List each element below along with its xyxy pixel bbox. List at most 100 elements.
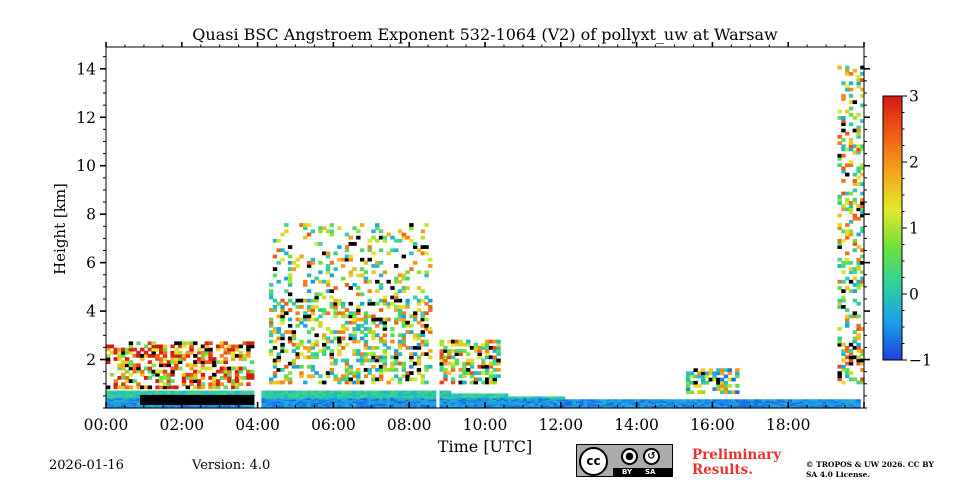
heatmap-cell bbox=[845, 399, 850, 402]
heatmap-cell bbox=[303, 397, 308, 400]
heatmap-cell bbox=[757, 399, 763, 402]
heatmap-cell bbox=[697, 405, 702, 408]
heatmap-cell bbox=[852, 403, 858, 406]
heatmap-cell bbox=[450, 380, 456, 385]
heatmap-cell bbox=[386, 345, 391, 350]
heatmap-cell bbox=[719, 380, 725, 385]
heatmap-cell bbox=[268, 394, 274, 397]
heatmap-cell bbox=[382, 397, 388, 400]
heatmap-cell bbox=[151, 393, 156, 396]
heatmap-cell bbox=[363, 270, 369, 275]
heatmap-cell bbox=[454, 393, 460, 396]
heatmap-cell bbox=[454, 403, 460, 406]
heatmap-cell bbox=[420, 402, 425, 405]
heatmap-cell bbox=[405, 276, 410, 281]
heatmap-cell bbox=[121, 397, 126, 400]
heatmap-cell bbox=[121, 393, 126, 396]
heatmap-cell bbox=[515, 403, 520, 406]
heatmap-cell bbox=[685, 403, 691, 406]
heatmap-cell bbox=[488, 396, 494, 399]
heatmap-cell bbox=[579, 405, 585, 408]
heatmap-cell bbox=[409, 397, 414, 400]
heatmap-cell bbox=[560, 396, 566, 399]
heatmap-cell bbox=[147, 366, 153, 371]
heatmap-cell bbox=[409, 394, 414, 397]
heatmap-cell bbox=[837, 238, 842, 243]
heatmap-cell bbox=[208, 357, 213, 361]
heatmap-cell bbox=[337, 403, 342, 406]
heatmap-cell bbox=[719, 390, 725, 395]
heatmap-cell bbox=[397, 392, 403, 395]
heatmap-cell bbox=[416, 270, 422, 275]
heatmap-cell bbox=[394, 298, 399, 303]
heatmap-cell bbox=[405, 390, 410, 393]
heatmap-cell bbox=[469, 403, 475, 406]
heatmap-cell bbox=[215, 390, 221, 393]
heatmap-cell bbox=[272, 308, 278, 312]
heatmap-cell bbox=[860, 119, 865, 123]
heatmap-cell bbox=[352, 405, 357, 408]
heatmap-cell bbox=[405, 345, 410, 350]
heatmap-cell bbox=[723, 403, 729, 406]
heatmap-cell bbox=[208, 394, 213, 399]
heatmap-cell bbox=[337, 390, 342, 393]
heatmap-cell bbox=[636, 399, 641, 402]
heatmap-cell bbox=[549, 397, 554, 400]
heatmap-cell bbox=[185, 401, 190, 405]
heatmap-cell bbox=[496, 402, 501, 405]
heatmap-cell bbox=[322, 342, 327, 347]
heatmap-cell bbox=[367, 394, 372, 397]
heatmap-cell bbox=[333, 286, 338, 290]
heatmap-cell bbox=[340, 305, 346, 309]
heatmap-cell bbox=[492, 393, 497, 396]
heatmap-cell bbox=[136, 405, 141, 408]
heatmap-cell bbox=[845, 320, 850, 325]
heatmap-cell bbox=[731, 402, 736, 405]
heatmap-cell bbox=[693, 384, 698, 388]
heatmap-cell bbox=[246, 353, 251, 358]
heatmap-cell bbox=[185, 350, 190, 355]
heatmap-cell bbox=[215, 347, 221, 352]
heatmap-cell bbox=[352, 403, 357, 406]
heatmap-cell bbox=[272, 238, 278, 243]
heatmap-cell bbox=[106, 399, 111, 402]
heatmap-cell bbox=[318, 323, 323, 328]
preliminary-results-note: Preliminary Results. bbox=[692, 447, 782, 478]
heatmap-cell bbox=[128, 347, 134, 352]
heatmap-cell bbox=[852, 402, 858, 405]
heatmap-cell bbox=[356, 400, 361, 403]
heatmap-cell bbox=[655, 403, 660, 406]
heatmap-cell bbox=[159, 363, 164, 368]
heatmap-cell bbox=[598, 403, 604, 406]
heatmap-cell bbox=[405, 400, 410, 403]
heatmap-cell bbox=[719, 384, 725, 388]
heatmap-cell bbox=[356, 305, 361, 309]
heatmap-cell bbox=[291, 333, 297, 338]
heatmap-cell bbox=[227, 405, 232, 408]
heatmap-cell bbox=[231, 379, 236, 383]
heatmap-cell bbox=[848, 402, 854, 405]
heatmap-cell bbox=[394, 390, 399, 393]
heatmap-cell bbox=[841, 270, 846, 275]
heatmap-cell bbox=[109, 394, 115, 397]
heatmap-cell bbox=[545, 396, 551, 399]
heatmap-cell bbox=[845, 400, 850, 403]
heatmap-cell bbox=[356, 323, 361, 328]
heatmap-cell bbox=[306, 298, 312, 303]
heatmap-cell bbox=[189, 366, 194, 371]
heatmap-cell bbox=[306, 339, 312, 344]
heatmap-cell bbox=[852, 68, 858, 73]
heatmap-cell bbox=[424, 311, 429, 316]
heatmap-cell bbox=[382, 393, 388, 396]
heatmap-cell bbox=[344, 390, 350, 393]
heatmap-cell bbox=[200, 390, 206, 393]
heatmap-cell bbox=[371, 400, 376, 403]
heatmap-cell bbox=[822, 405, 827, 408]
heatmap-cell bbox=[412, 405, 418, 408]
heatmap-cell bbox=[401, 286, 407, 290]
heatmap-cell bbox=[409, 251, 414, 256]
heatmap-cell bbox=[174, 401, 179, 405]
heatmap-cell bbox=[462, 403, 467, 406]
heatmap-cell bbox=[848, 371, 854, 375]
heatmap-cell bbox=[303, 323, 308, 328]
